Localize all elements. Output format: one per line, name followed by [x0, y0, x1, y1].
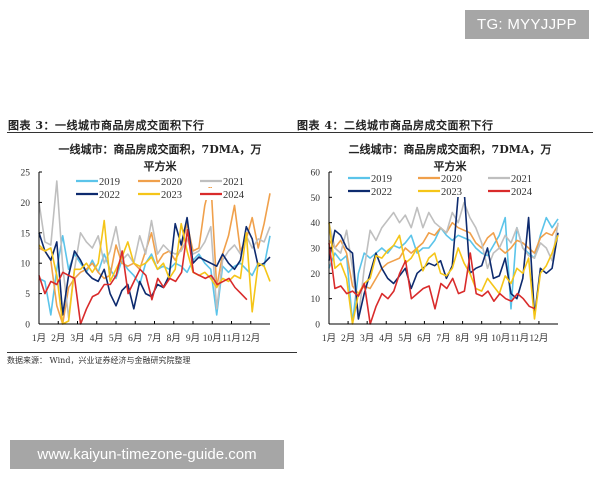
x-tick-label: 1月	[322, 333, 336, 344]
x-tick-label: 12月	[529, 333, 548, 344]
figure-4-title-rule	[296, 132, 593, 133]
y-tick-label: 15	[21, 229, 31, 239]
y-tick-label: 0	[25, 321, 30, 331]
y-tick-label: 50	[311, 194, 321, 204]
legend-label-2020: 2020	[441, 174, 462, 185]
watermark-top: TG: MYYJJPP	[465, 10, 589, 39]
x-tick-label: 10月	[203, 333, 222, 344]
x-tick-label: 3月	[360, 333, 374, 344]
y-tick-label: 20	[311, 270, 321, 280]
legend-label-2021: 2021	[223, 177, 244, 188]
x-tick-label: 7月	[436, 333, 450, 344]
series-line-2023	[328, 222, 559, 325]
x-tick-label: 7月	[147, 333, 161, 344]
x-tick-label: 3月	[70, 333, 84, 344]
x-tick-label: 10月	[491, 333, 510, 344]
x-tick-label: 11月	[511, 333, 530, 344]
chart-3-first-tier-cities: 0 5 10 15 20 25 1月 2月 3月 4月 5月 6月 7月 8月 9月 10月 11月 12月 201…	[21, 169, 271, 344]
series-line-2021	[328, 201, 559, 320]
chart-3-title: 一线城市：商品房成交面积，7DMA，万 平方米	[40, 141, 280, 175]
series-line-2022	[328, 188, 559, 320]
x-tick-label: 4月	[379, 333, 393, 344]
figure-4-title: 图表 4：二线城市商品房成交面积下行	[297, 119, 494, 132]
figure-3-title: 图表 3：一线城市商品房成交面积下行	[8, 119, 205, 132]
x-tick-label: 5月	[398, 333, 412, 344]
y-tick-label: 20	[21, 199, 31, 209]
legend-label-2020: 2020	[161, 177, 182, 188]
legend-label-2023: 2023	[161, 190, 182, 201]
x-tick-label: 9月	[186, 333, 200, 344]
x-tick-label: 6月	[417, 333, 431, 344]
y-tick-label: 25	[21, 169, 31, 179]
x-tick-label: 8月	[455, 333, 469, 344]
legend-label-2019: 2019	[99, 177, 120, 188]
chart-4-second-tier-cities: 0 10 20 30 40 50 60 1月 2月 3月 4月 5月 6月 7月 8月 9月 10月 11月 12月…	[311, 169, 559, 344]
x-tick-label: 2月	[51, 333, 65, 344]
legend-label-2019: 2019	[371, 174, 392, 185]
x-tick-label: 5月	[109, 333, 123, 344]
legend-label-2024: 2024	[223, 190, 245, 201]
x-tick-label: 2月	[341, 333, 355, 344]
x-tick-label: 12月	[241, 333, 260, 344]
y-tick-label: 5	[25, 290, 30, 300]
legend-label-2024: 2024	[511, 187, 533, 198]
y-tick-label: 0	[315, 321, 320, 331]
series-line-2021	[38, 180, 271, 319]
chart-3-title-line1: 一线城市：商品房成交面积，7DMA，万	[58, 143, 262, 156]
x-tick-label: 11月	[222, 333, 241, 344]
x-tick-label: 1月	[32, 333, 46, 344]
chart-4-title: 二线城市：商品房成交面积，7DMA，万 平方米	[330, 141, 570, 175]
x-tick-label: 4月	[90, 333, 104, 344]
legend-label-2022: 2022	[371, 187, 392, 198]
watermark-bottom: www.kaiyun-timezone-guide.com	[10, 440, 284, 469]
legend-label-2021: 2021	[511, 174, 532, 185]
chart-3-title-line2: 平方米	[143, 160, 177, 173]
y-tick-label: 60	[311, 169, 321, 179]
x-tick-label: 6月	[128, 333, 142, 344]
y-tick-label: 30	[311, 245, 321, 255]
x-tick-label: 8月	[167, 333, 181, 344]
x-tick-label: 9月	[475, 333, 489, 344]
chart-4-title-line1: 二线城市：商品房成交面积，7DMA，万	[348, 143, 552, 156]
source-rule	[7, 352, 297, 353]
figure-3-title-rule	[7, 132, 297, 133]
chart-4-title-line2: 平方米	[433, 160, 467, 173]
series-line-2024	[328, 242, 536, 325]
y-tick-label: 40	[311, 219, 321, 229]
series-line-2020	[38, 180, 271, 325]
series-line-2023	[38, 219, 271, 325]
y-tick-label: 10	[311, 295, 321, 305]
legend-label-2022: 2022	[99, 190, 120, 201]
legend-label-2023: 2023	[441, 187, 462, 198]
y-tick-label: 10	[21, 260, 31, 270]
series-line-2024	[38, 229, 248, 325]
data-source-note: 数据来源： Wind，兴业证券经济与金融研究院整理	[7, 356, 191, 365]
